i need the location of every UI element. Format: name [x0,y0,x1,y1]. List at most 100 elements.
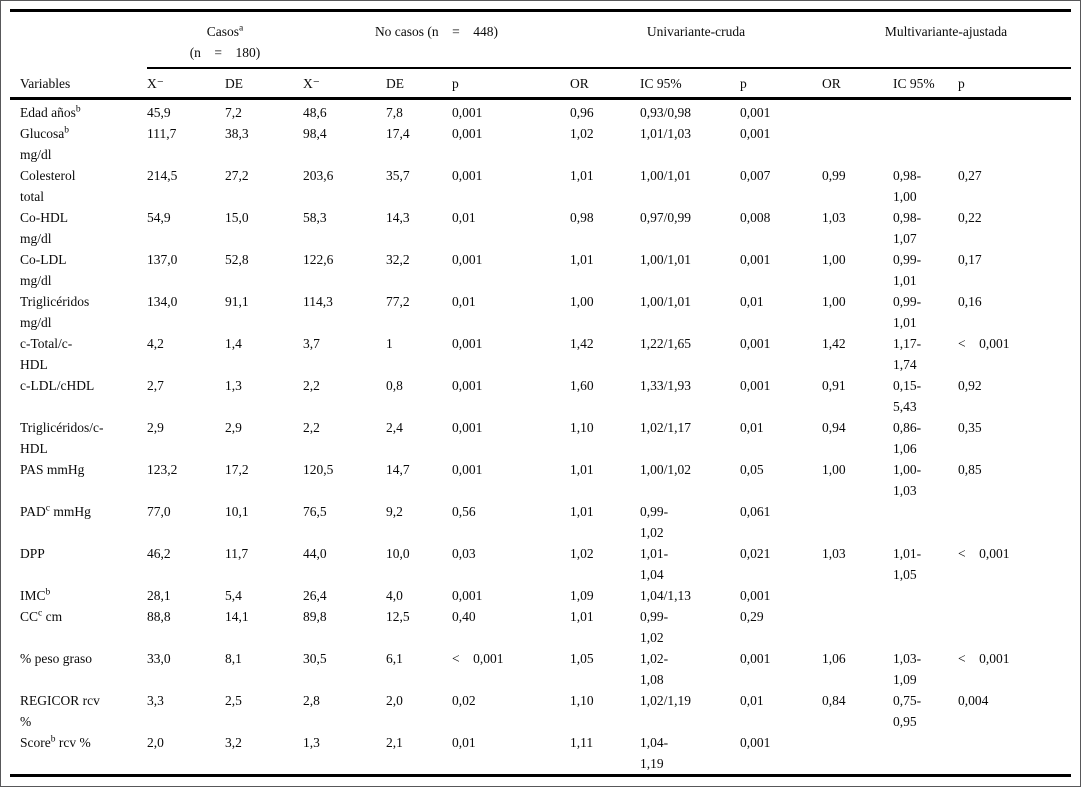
cell-or-crude: 1,01 [570,168,594,183]
row-variable-label: Co-LDL mg/dl [20,252,67,288]
row-variable-label: Co-HDL mg/dl [20,210,68,246]
cell-or-crude: 1,60 [570,378,594,393]
cell-nocasos-de: 2,1 [386,735,403,750]
cell-nocasos-mean: 58,3 [303,210,327,225]
cell-nocasos-de: 35,7 [386,168,410,183]
footnote-marker: b [75,104,81,115]
table-row: IMCb 28,1 5,4 26,4 4,0 0,001 1,09 1,04/1… [10,585,1071,606]
cell-casos-de: 38,3 [225,126,249,141]
cell-nocasos-de: 77,2 [386,294,410,309]
cell-casos-mean: 3,3 [147,693,164,708]
table-group-header-row: Casosa (n = 180) No casos (n = 448) Univ… [10,12,1071,67]
cell-p-crude: 0,29 [740,609,764,624]
col-header-variables: Variables [20,76,71,91]
cell-casos-de: 52,8 [225,252,249,267]
cell-casos-de: 7,2 [225,105,242,120]
cell-or-crude: 1,10 [570,693,594,708]
cell-casos-de: 8,1 [225,651,242,666]
cell-p-bivariate: 0,001 [452,126,483,141]
cell-p-adjusted: < 0,001 [958,546,1010,561]
cell-ic95-adjusted: 0,86- 1,06 [893,420,922,456]
cell-or-crude: 1,10 [570,420,594,435]
footnote-marker: b [50,734,56,745]
group-header-underline [147,67,1071,69]
cell-p-adjusted: 0,92 [958,378,982,393]
cell-nocasos-mean: 2,2 [303,420,320,435]
cell-or-crude: 1,09 [570,588,594,603]
cell-casos-mean: 123,2 [147,462,178,477]
row-variable-label: CCc cm [20,608,63,624]
cell-p-crude: 0,001 [740,252,771,267]
cell-or-adjusted: 1,03 [822,546,846,561]
cell-casos-de: 1,3 [225,378,242,393]
cell-ic95-adjusted: 1,01- 1,05 [893,546,922,582]
col-header-p-crude: p [740,76,747,91]
row-variable-label: c-Total/c- HDL [20,336,73,372]
cell-p-crude: 0,001 [740,126,771,141]
cell-casos-de: 5,4 [225,588,242,603]
table-bottom-rule [10,774,1071,777]
cell-ic95-crude: 1,02/1,19 [640,693,692,708]
cell-ic95-adjusted: 1,00- 1,03 [893,462,922,498]
cell-nocasos-mean: 48,6 [303,105,327,120]
cell-nocasos-mean: 26,4 [303,588,327,603]
cell-p-bivariate: 0,03 [452,546,476,561]
cell-p-crude: 0,001 [740,651,771,666]
cell-casos-mean: 88,8 [147,609,171,624]
col-header-casos-de: DE [225,76,243,91]
row-variable-label: IMCb [20,587,51,603]
cell-p-adjusted: 0,27 [958,168,982,183]
cell-nocasos-de: 0,8 [386,378,403,393]
cell-nocasos-de: 2,0 [386,693,403,708]
header-body-rule [10,97,1071,100]
cell-ic95-adjusted: 1,03- 1,09 [893,651,922,687]
cell-ic95-crude: 1,01/1,03 [640,126,692,141]
col-header-casos-mean: X⁻ [147,76,164,91]
cell-p-bivariate: 0,56 [452,504,476,519]
cell-p-crude: 0,061 [740,504,771,519]
cell-p-crude: 0,021 [740,546,771,561]
cell-p-crude: 0,001 [740,105,771,120]
cell-ic95-crude: 1,00/1,01 [640,294,692,309]
cell-or-adjusted: 1,00 [822,252,846,267]
cell-or-crude: 1,02 [570,546,594,561]
cell-or-adjusted: 1,03 [822,210,846,225]
row-variable-label: DPP [20,546,45,561]
cell-nocasos-de: 6,1 [386,651,403,666]
footnote-marker: b [45,587,51,598]
row-variable-label: REGICOR rcv % [20,693,100,729]
cell-casos-mean: 214,5 [147,168,178,183]
cell-ic95-adjusted: 0,75- 0,95 [893,693,922,729]
cell-p-adjusted: 0,22 [958,210,982,225]
cell-p-adjusted: 0,16 [958,294,982,309]
cell-p-crude: 0,001 [740,378,771,393]
cell-or-adjusted: 1,42 [822,336,846,351]
cell-casos-mean: 77,0 [147,504,171,519]
footnote-marker: b [64,125,69,136]
row-variable-label: Triglicéridos/c- HDL [20,420,104,456]
row-variable-label: PADc mmHg [20,503,91,519]
cell-ic95-crude: 1,04/1,13 [640,588,692,603]
row-variable-label: Colesterol total [20,168,76,204]
cell-ic95-adjusted: 1,17- 1,74 [893,336,922,372]
cell-or-crude: 1,05 [570,651,594,666]
cell-ic95-crude: 0,97/0,99 [640,210,692,225]
cell-or-crude: 1,01 [570,462,594,477]
cell-nocasos-de: 4,0 [386,588,403,603]
cell-casos-de: 91,1 [225,294,249,309]
cell-or-adjusted: 0,99 [822,168,846,183]
table-row: Glucosab mg/dl 111,7 38,3 98,4 17,4 0,00… [10,123,1071,165]
col-header-or-adjusted: OR [822,76,841,91]
cell-or-crude: 0,98 [570,210,594,225]
cell-nocasos-mean: 30,5 [303,651,327,666]
cell-or-adjusted: 0,84 [822,693,846,708]
group-header-multivariante: Multivariante-ajustada [884,24,1008,39]
cell-p-crude: 0,01 [740,294,764,309]
col-header-p-adjusted: p [958,76,965,91]
cell-p-adjusted: 0,35 [958,420,982,435]
table-row: REGICOR rcv % 3,3 2,5 2,8 2,0 0,02 1,10 … [10,690,1071,732]
table-row: Co-LDL mg/dl 137,0 52,8 122,6 32,2 0,001… [10,249,1071,291]
cell-casos-mean: 46,2 [147,546,171,561]
cell-nocasos-de: 10,0 [386,546,410,561]
cell-casos-de: 3,2 [225,735,242,750]
